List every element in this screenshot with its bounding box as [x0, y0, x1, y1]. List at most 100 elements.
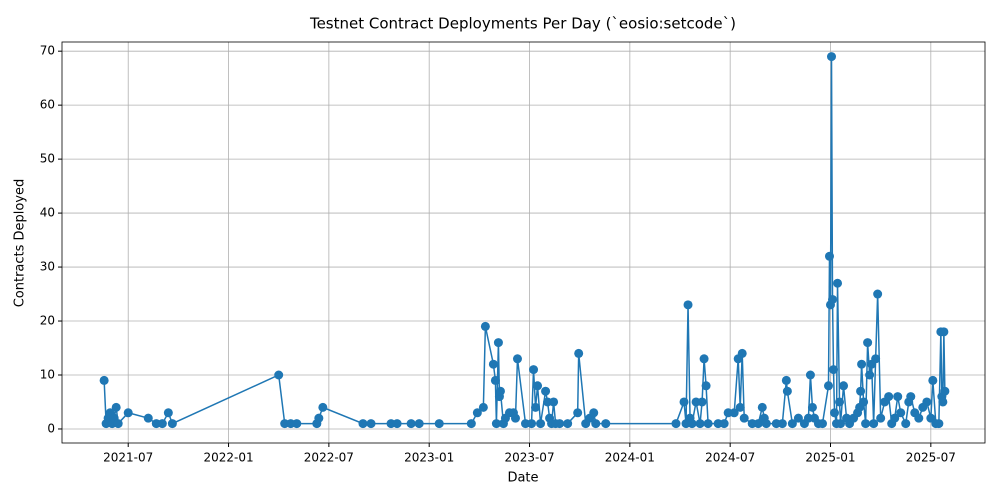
- point: [890, 413, 900, 423]
- point: [701, 381, 711, 391]
- point: [589, 408, 599, 418]
- point: [835, 397, 845, 407]
- chart-title: Testnet Contract Deployments Per Day (`e…: [309, 15, 736, 33]
- point: [683, 300, 693, 310]
- point: [828, 294, 838, 304]
- point: [753, 419, 763, 429]
- point: [833, 278, 843, 288]
- point: [781, 375, 791, 385]
- y-tick-label: 30: [40, 260, 55, 274]
- point: [737, 348, 747, 358]
- point: [884, 392, 894, 402]
- point: [934, 419, 944, 429]
- point: [671, 419, 681, 429]
- point: [827, 52, 837, 62]
- point: [873, 289, 883, 299]
- point: [563, 419, 573, 429]
- x-tick-label: 2023-07: [504, 451, 554, 465]
- point: [490, 375, 500, 385]
- y-tick-label: 40: [40, 206, 55, 220]
- point: [167, 419, 177, 429]
- y-tick-label: 70: [40, 44, 55, 58]
- point: [805, 370, 815, 380]
- point: [896, 408, 906, 418]
- point: [793, 413, 803, 423]
- x-tick-label: 2024-01: [605, 451, 655, 465]
- point: [529, 365, 539, 375]
- point: [541, 386, 551, 396]
- point: [466, 419, 476, 429]
- point: [414, 419, 424, 429]
- x-tick-label: 2023-01: [404, 451, 454, 465]
- y-tick-label: 0: [47, 421, 55, 435]
- point: [527, 419, 537, 429]
- point: [876, 413, 886, 423]
- point: [928, 375, 938, 385]
- point: [697, 397, 707, 407]
- point: [777, 419, 787, 429]
- point: [512, 354, 522, 364]
- point: [871, 354, 881, 364]
- point: [495, 386, 505, 396]
- line: [103, 56, 946, 427]
- point: [157, 419, 167, 429]
- point: [703, 419, 713, 429]
- point: [488, 359, 498, 369]
- point: [314, 413, 324, 423]
- point: [940, 386, 950, 396]
- point: [830, 408, 840, 418]
- point: [922, 397, 932, 407]
- point: [861, 419, 871, 429]
- point: [113, 419, 123, 429]
- point: [836, 419, 846, 429]
- point: [729, 408, 739, 418]
- point: [143, 413, 153, 423]
- point: [719, 419, 729, 429]
- x-tick-label: 2025-01: [805, 451, 855, 465]
- point: [863, 338, 873, 348]
- point: [549, 397, 559, 407]
- point: [914, 413, 924, 423]
- point: [938, 397, 948, 407]
- point: [757, 402, 767, 412]
- point: [761, 419, 771, 429]
- point: [533, 381, 543, 391]
- point: [99, 375, 109, 385]
- point: [782, 386, 792, 396]
- y-tick-label: 20: [40, 314, 55, 328]
- point: [807, 402, 817, 412]
- point: [472, 408, 482, 418]
- point: [869, 419, 879, 429]
- x-axis-label: Date: [507, 471, 538, 486]
- point: [939, 327, 949, 337]
- point: [856, 386, 866, 396]
- point: [735, 402, 745, 412]
- point: [695, 419, 705, 429]
- point: [573, 408, 583, 418]
- y-tick-label: 50: [40, 152, 55, 166]
- point: [859, 397, 869, 407]
- point: [824, 251, 834, 261]
- x-tick-label: 2024-07: [705, 451, 755, 465]
- point: [739, 413, 749, 423]
- point: [901, 419, 911, 429]
- y-tick-label: 60: [40, 98, 55, 112]
- point: [699, 354, 709, 364]
- point: [392, 419, 402, 429]
- point: [536, 419, 546, 429]
- point: [857, 359, 867, 369]
- point: [434, 419, 444, 429]
- point: [493, 338, 503, 348]
- point: [817, 419, 827, 429]
- point: [163, 408, 173, 418]
- point: [274, 370, 284, 380]
- point: [491, 419, 501, 429]
- point: [865, 370, 875, 380]
- point: [893, 392, 903, 402]
- x-tick-label: 2021-07: [103, 451, 153, 465]
- point: [123, 408, 133, 418]
- point: [787, 419, 797, 429]
- point: [906, 392, 916, 402]
- point: [480, 321, 490, 331]
